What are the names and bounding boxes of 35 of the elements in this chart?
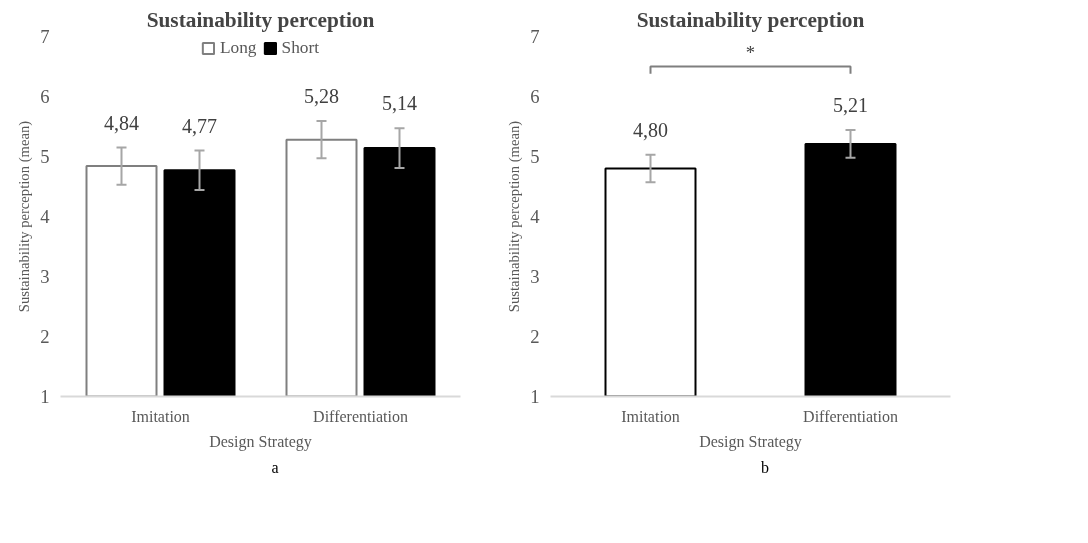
chart-title: Sustainability perception (146, 7, 375, 32)
y-tick-label: 7 (530, 26, 540, 47)
y-tick-label: 1 (530, 386, 540, 407)
y-tick-label: 6 (40, 86, 50, 107)
y-tick-label: 7 (40, 26, 50, 47)
data-label: 4,80 (633, 118, 668, 141)
y-tick-label: 4 (530, 206, 541, 227)
x-tick-label: Differentiation (313, 407, 408, 425)
x-tick-label: Imitation (621, 407, 680, 425)
y-tick-label: 2 (40, 326, 50, 347)
data-label: 4,77 (182, 114, 217, 137)
y-tick-label: 5 (530, 146, 540, 167)
legend-label: Short (281, 38, 320, 58)
y-axis-title: Sustainability perception (mean) (506, 120, 524, 313)
data-label: 5,28 (304, 85, 339, 108)
data-label: 4,84 (104, 111, 139, 134)
chart-title: Sustainability perception (636, 7, 865, 32)
y-tick-label: 6 (530, 86, 540, 107)
y-axis-title: Sustainability perception (mean) (16, 120, 34, 313)
legend-label: Long (219, 38, 257, 58)
y-tick-label: 2 (530, 326, 540, 347)
data-label: 5,21 (833, 94, 868, 117)
text: a (271, 458, 279, 478)
x-tick-label: Differentiation (803, 407, 898, 425)
text: b (761, 458, 769, 478)
y-tick-label: 3 (530, 266, 540, 287)
y-tick-label: 1 (40, 386, 50, 407)
x-tick-label: Imitation (131, 407, 190, 425)
data-label: 5,14 (382, 92, 417, 115)
y-tick-label: 4 (40, 206, 51, 227)
y-tick-label: 3 (40, 266, 50, 287)
x-axis-title: Design Strategy (209, 432, 312, 451)
annotation: * (745, 41, 756, 63)
x-axis-title: Design Strategy (699, 432, 802, 451)
y-tick-label: 5 (40, 146, 50, 167)
